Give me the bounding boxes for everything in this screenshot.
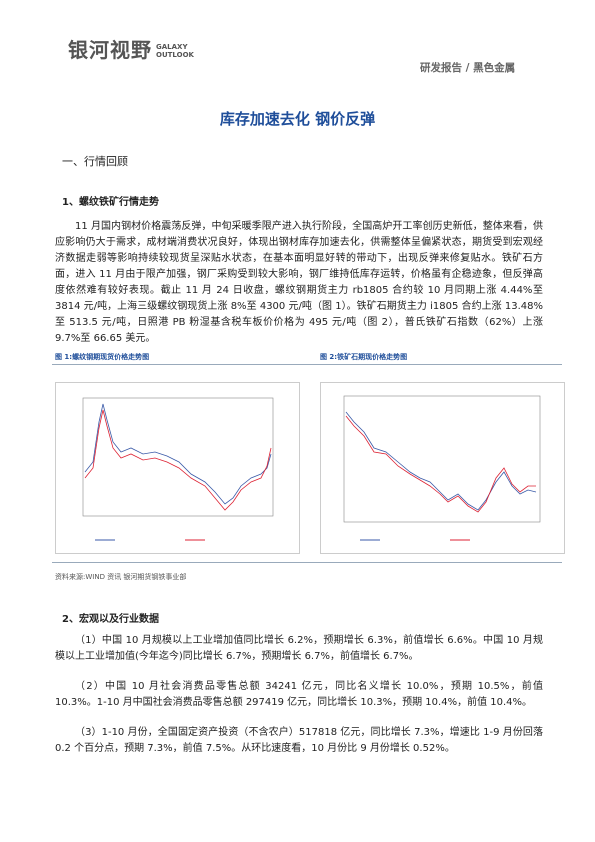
- chart-frame: [55, 382, 300, 554]
- sub-heading: 1、螺纹铁矿行情走势: [62, 197, 159, 208]
- source: 资料来源:WIND 资讯 银河期货钢铁事业部: [55, 573, 187, 581]
- line: [84, 409, 272, 511]
- title: 库存加速去化 钢价反弹: [219, 110, 376, 128]
- paragraph: （2）中国 10 月社会消费品零售总额 34241 亿元，同比名义增长 10.0…: [55, 681, 543, 708]
- plot-area: [343, 395, 541, 523]
- figure-caption: 图 1:螺纹钢期现货价格走势图: [55, 353, 150, 361]
- paragraph: （3）1-10 月份，全国固定资产投资（不含农户）517818 亿元，同比增长 …: [55, 727, 543, 754]
- sub-heading: 2、宏观以及行业数据: [62, 614, 159, 625]
- figure-caption: 图 2:铁矿石期现价格走势图: [320, 353, 408, 361]
- line: [84, 403, 272, 505]
- logo: 银河视野: [68, 38, 152, 62]
- rule: [52, 364, 562, 365]
- figure-chart: [55, 382, 300, 554]
- logo-en-1: GALAXY: [156, 43, 188, 51]
- plot-area: [82, 397, 274, 517]
- figure-chart: [320, 382, 565, 554]
- logo-en: GALAXY OUTLOOK: [156, 43, 194, 59]
- line: [345, 415, 536, 513]
- paragraph: 11 月国内钢材价格震荡反弹，中旬采暖季限产进入执行阶段，全国高炉开工率创历史新…: [55, 221, 543, 344]
- logo-en-2: OUTLOOK: [156, 51, 194, 59]
- chart-frame: [320, 382, 565, 554]
- line: [345, 411, 537, 511]
- category: 研发报告 / 黑色金属: [420, 62, 516, 74]
- paragraph: （1）中国 10 月规模以上工业增加值同比增长 6.2%，预期增长 6.3%，前…: [55, 635, 543, 662]
- rule: [52, 562, 562, 563]
- section-heading: 一、行情回顾: [62, 155, 128, 168]
